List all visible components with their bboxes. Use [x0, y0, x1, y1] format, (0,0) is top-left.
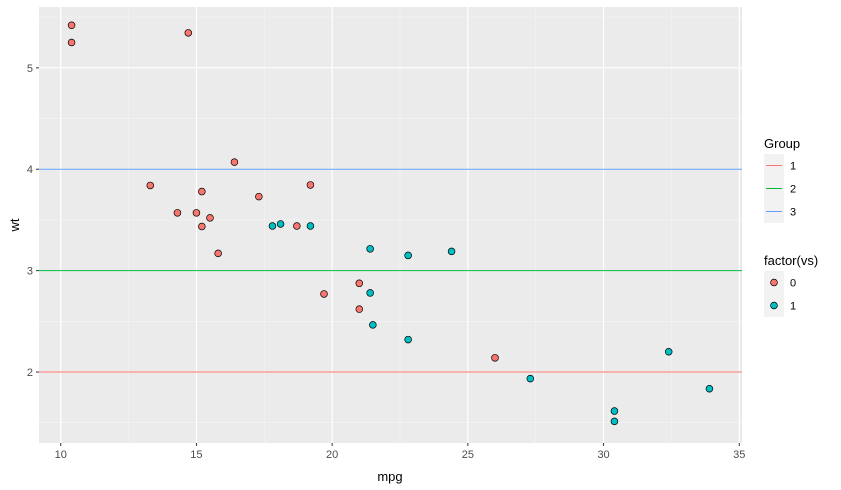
point-vs-0 [491, 354, 499, 362]
point-vs-1 [306, 222, 315, 230]
point-vs-1 [705, 385, 714, 393]
data-points [67, 21, 714, 426]
point-vs-0 [320, 290, 328, 298]
point-vs-0 [67, 38, 76, 47]
x-tick-label: 25 [462, 449, 474, 461]
legend-label-group-3: 3 [790, 207, 796, 219]
point-vs-1 [447, 247, 456, 256]
x-tick-label: 30 [597, 449, 609, 461]
legend-label-vs-1: 1 [790, 301, 796, 313]
plot-panel [39, 7, 742, 443]
point-vs-1 [276, 220, 285, 228]
point-vs-1 [366, 245, 374, 253]
y-tick-label: 2 [27, 367, 33, 379]
point-vs-1 [268, 222, 277, 230]
point-vs-1 [610, 407, 619, 415]
x-tick-label: 15 [190, 449, 202, 461]
legends: Group 1 2 3 factor(vs) 0 1 [764, 136, 818, 317]
reference-lines [39, 168, 742, 373]
point-vs-1 [664, 347, 673, 356]
point-vs-1 [404, 335, 412, 344]
x-axis-title: mpg [377, 469, 402, 484]
point-vs-1 [366, 289, 374, 297]
point-vs-0 [214, 249, 222, 258]
point-vs-0 [198, 222, 206, 231]
point-vs-1 [369, 321, 377, 329]
y-tick-label: 5 [27, 63, 33, 75]
point-vs-0 [184, 29, 193, 37]
legend-title-group: Group [764, 136, 800, 151]
y-tick-label: 4 [27, 164, 33, 176]
x-tick-label: 10 [55, 449, 67, 461]
y-axis-title: wt [7, 218, 22, 232]
x-tick-label: 20 [326, 449, 338, 461]
point-vs-0 [146, 181, 155, 190]
point-vs-1 [404, 251, 412, 260]
legend-key-point-1 [770, 301, 778, 310]
point-vs-0 [173, 209, 182, 217]
y-tick-label: 3 [27, 266, 33, 278]
point-vs-0 [230, 158, 239, 166]
legend-label-group-1: 1 [790, 161, 796, 173]
y-axis-ticks: 2 3 4 5 [27, 63, 39, 379]
point-vs-0 [206, 214, 214, 222]
point-vs-0 [255, 192, 263, 201]
point-vs-1 [526, 374, 535, 383]
point-vs-0 [306, 181, 315, 189]
grid-minor [39, 7, 742, 443]
point-vs-0 [192, 209, 201, 217]
point-vs-0 [355, 305, 364, 313]
legend-label-group-2: 2 [790, 184, 796, 196]
point-vs-0 [293, 222, 301, 230]
x-tick-label: 35 [733, 449, 745, 461]
point-vs-0 [67, 21, 76, 30]
legend-key-point-0 [770, 278, 778, 287]
point-vs-0 [198, 187, 206, 196]
point-vs-1 [610, 417, 619, 426]
point-vs-0 [355, 279, 364, 288]
legend-label-vs-0: 0 [790, 278, 796, 290]
legend-title-vs: factor(vs) [764, 253, 818, 268]
x-axis-ticks: 10 15 20 25 30 35 [55, 443, 745, 461]
